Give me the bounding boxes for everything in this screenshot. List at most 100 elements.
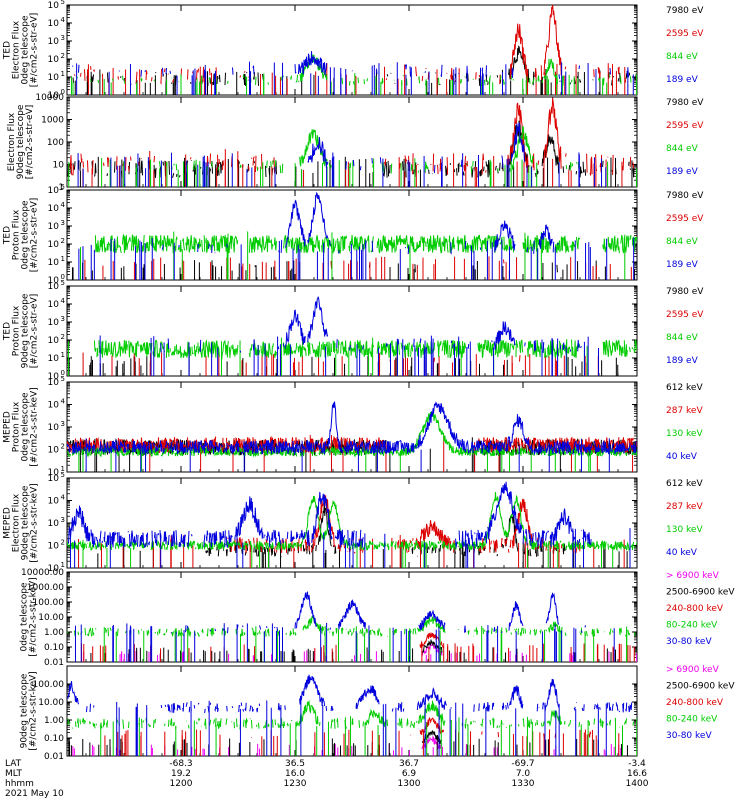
- legend-entry: 189 eV: [666, 167, 699, 177]
- series-trace: [91, 448, 92, 455]
- y-tick-label: 10.00: [38, 698, 64, 708]
- series-trace: [609, 72, 610, 78]
- series-trace: [458, 629, 459, 630]
- series-trace: [561, 237, 563, 251]
- series-trace: [570, 350, 571, 352]
- series-trace: [536, 80, 537, 83]
- series-trace: [139, 630, 140, 634]
- series-trace: [75, 631, 76, 637]
- series-trace: [217, 76, 218, 84]
- series-trace: [254, 538, 255, 544]
- series-trace: [218, 550, 219, 557]
- series-trace: [600, 707, 601, 710]
- series-trace: [458, 163, 459, 173]
- series-trace: [201, 167, 202, 169]
- series-trace: [212, 162, 213, 168]
- series-trace: [123, 76, 124, 80]
- y-tick-label: 10: [48, 1, 60, 11]
- x-tick-label-hhmm: 1200: [170, 779, 193, 789]
- series-trace: [244, 720, 245, 727]
- series-trace: [161, 343, 162, 352]
- series-trace: [426, 242, 427, 247]
- y-tick-label-exp: 4: [61, 494, 66, 502]
- series-trace: [155, 719, 156, 723]
- series-trace: [513, 79, 514, 80]
- series-trace: [541, 65, 542, 80]
- series-trace: [486, 66, 487, 77]
- series-trace: [543, 342, 544, 353]
- series-trace: [636, 83, 637, 84]
- series-trace: [569, 165, 570, 170]
- series-trace: [350, 81, 351, 86]
- series-trace: [364, 79, 365, 84]
- series-trace: [349, 167, 350, 168]
- series-trace: [584, 704, 585, 711]
- series-trace: [197, 70, 198, 80]
- series-trace: [623, 703, 624, 713]
- series-trace: [337, 339, 338, 348]
- series-trace: [531, 719, 532, 724]
- series-trace: [241, 703, 242, 706]
- series-trace: [165, 69, 166, 73]
- y-tick-label: 10: [48, 222, 60, 232]
- series-trace: [210, 703, 211, 705]
- y-axis-label: [#/cm2-s-str-keV]: [29, 577, 39, 656]
- series-trace: [186, 625, 187, 632]
- y-tick-label-exp: 2: [61, 237, 65, 245]
- series-trace: [88, 160, 89, 172]
- x-tick-label-hhmm: 1230: [284, 779, 307, 789]
- series-trace: [450, 163, 451, 165]
- series-trace: [259, 723, 260, 729]
- series-trace: [236, 629, 237, 634]
- y-tick-label: 0.01: [44, 752, 64, 762]
- series-trace: [129, 166, 130, 172]
- series-trace: [275, 720, 276, 725]
- series-trace: [380, 157, 381, 163]
- series-trace: [499, 726, 500, 728]
- series-trace: [248, 80, 249, 81]
- y-tick-label-exp: 5: [61, 183, 65, 191]
- series-trace: [367, 78, 368, 81]
- series-trace: [572, 163, 573, 166]
- legend-entry: 130 keV: [666, 429, 703, 439]
- series-trace: [592, 444, 593, 449]
- series-trace: [170, 71, 171, 74]
- series-trace: [70, 544, 71, 547]
- series-trace: [560, 345, 561, 349]
- series-trace: [119, 71, 120, 72]
- y-tick-label-exp: 4: [61, 201, 66, 209]
- series-trace: [299, 81, 300, 82]
- series-trace: [141, 630, 142, 631]
- series-trace: [176, 164, 177, 170]
- series-trace: [633, 168, 634, 177]
- series-trace: [170, 348, 171, 352]
- y-tick-label: 10: [48, 282, 60, 292]
- series-trace: [398, 339, 399, 344]
- series-trace: [282, 718, 283, 726]
- series-trace: [129, 722, 130, 728]
- series-trace: [417, 721, 418, 723]
- y-tick-label: 10: [48, 300, 60, 310]
- series-trace: [435, 73, 436, 74]
- series-trace: [155, 632, 156, 634]
- series-trace: [536, 532, 537, 541]
- series-trace: [467, 161, 468, 166]
- series-trace: [482, 732, 483, 735]
- legend-entry: 2500-6900 keV: [666, 682, 735, 692]
- series-trace: [451, 242, 452, 254]
- series-trace: [454, 169, 455, 172]
- y-tick-label-exp: 3: [61, 516, 65, 524]
- series-trace: [165, 705, 166, 707]
- series-trace: [492, 340, 493, 342]
- series-trace: [630, 157, 631, 167]
- series-trace: [280, 165, 281, 173]
- series-trace: [234, 722, 235, 728]
- series-trace: [102, 541, 103, 543]
- series-trace: [240, 75, 241, 77]
- series-trace: [400, 545, 401, 548]
- series-trace: [250, 718, 251, 719]
- series-trace: [70, 722, 71, 724]
- series-trace: [210, 69, 211, 76]
- series-trace: [232, 706, 233, 708]
- series-trace: [152, 531, 153, 548]
